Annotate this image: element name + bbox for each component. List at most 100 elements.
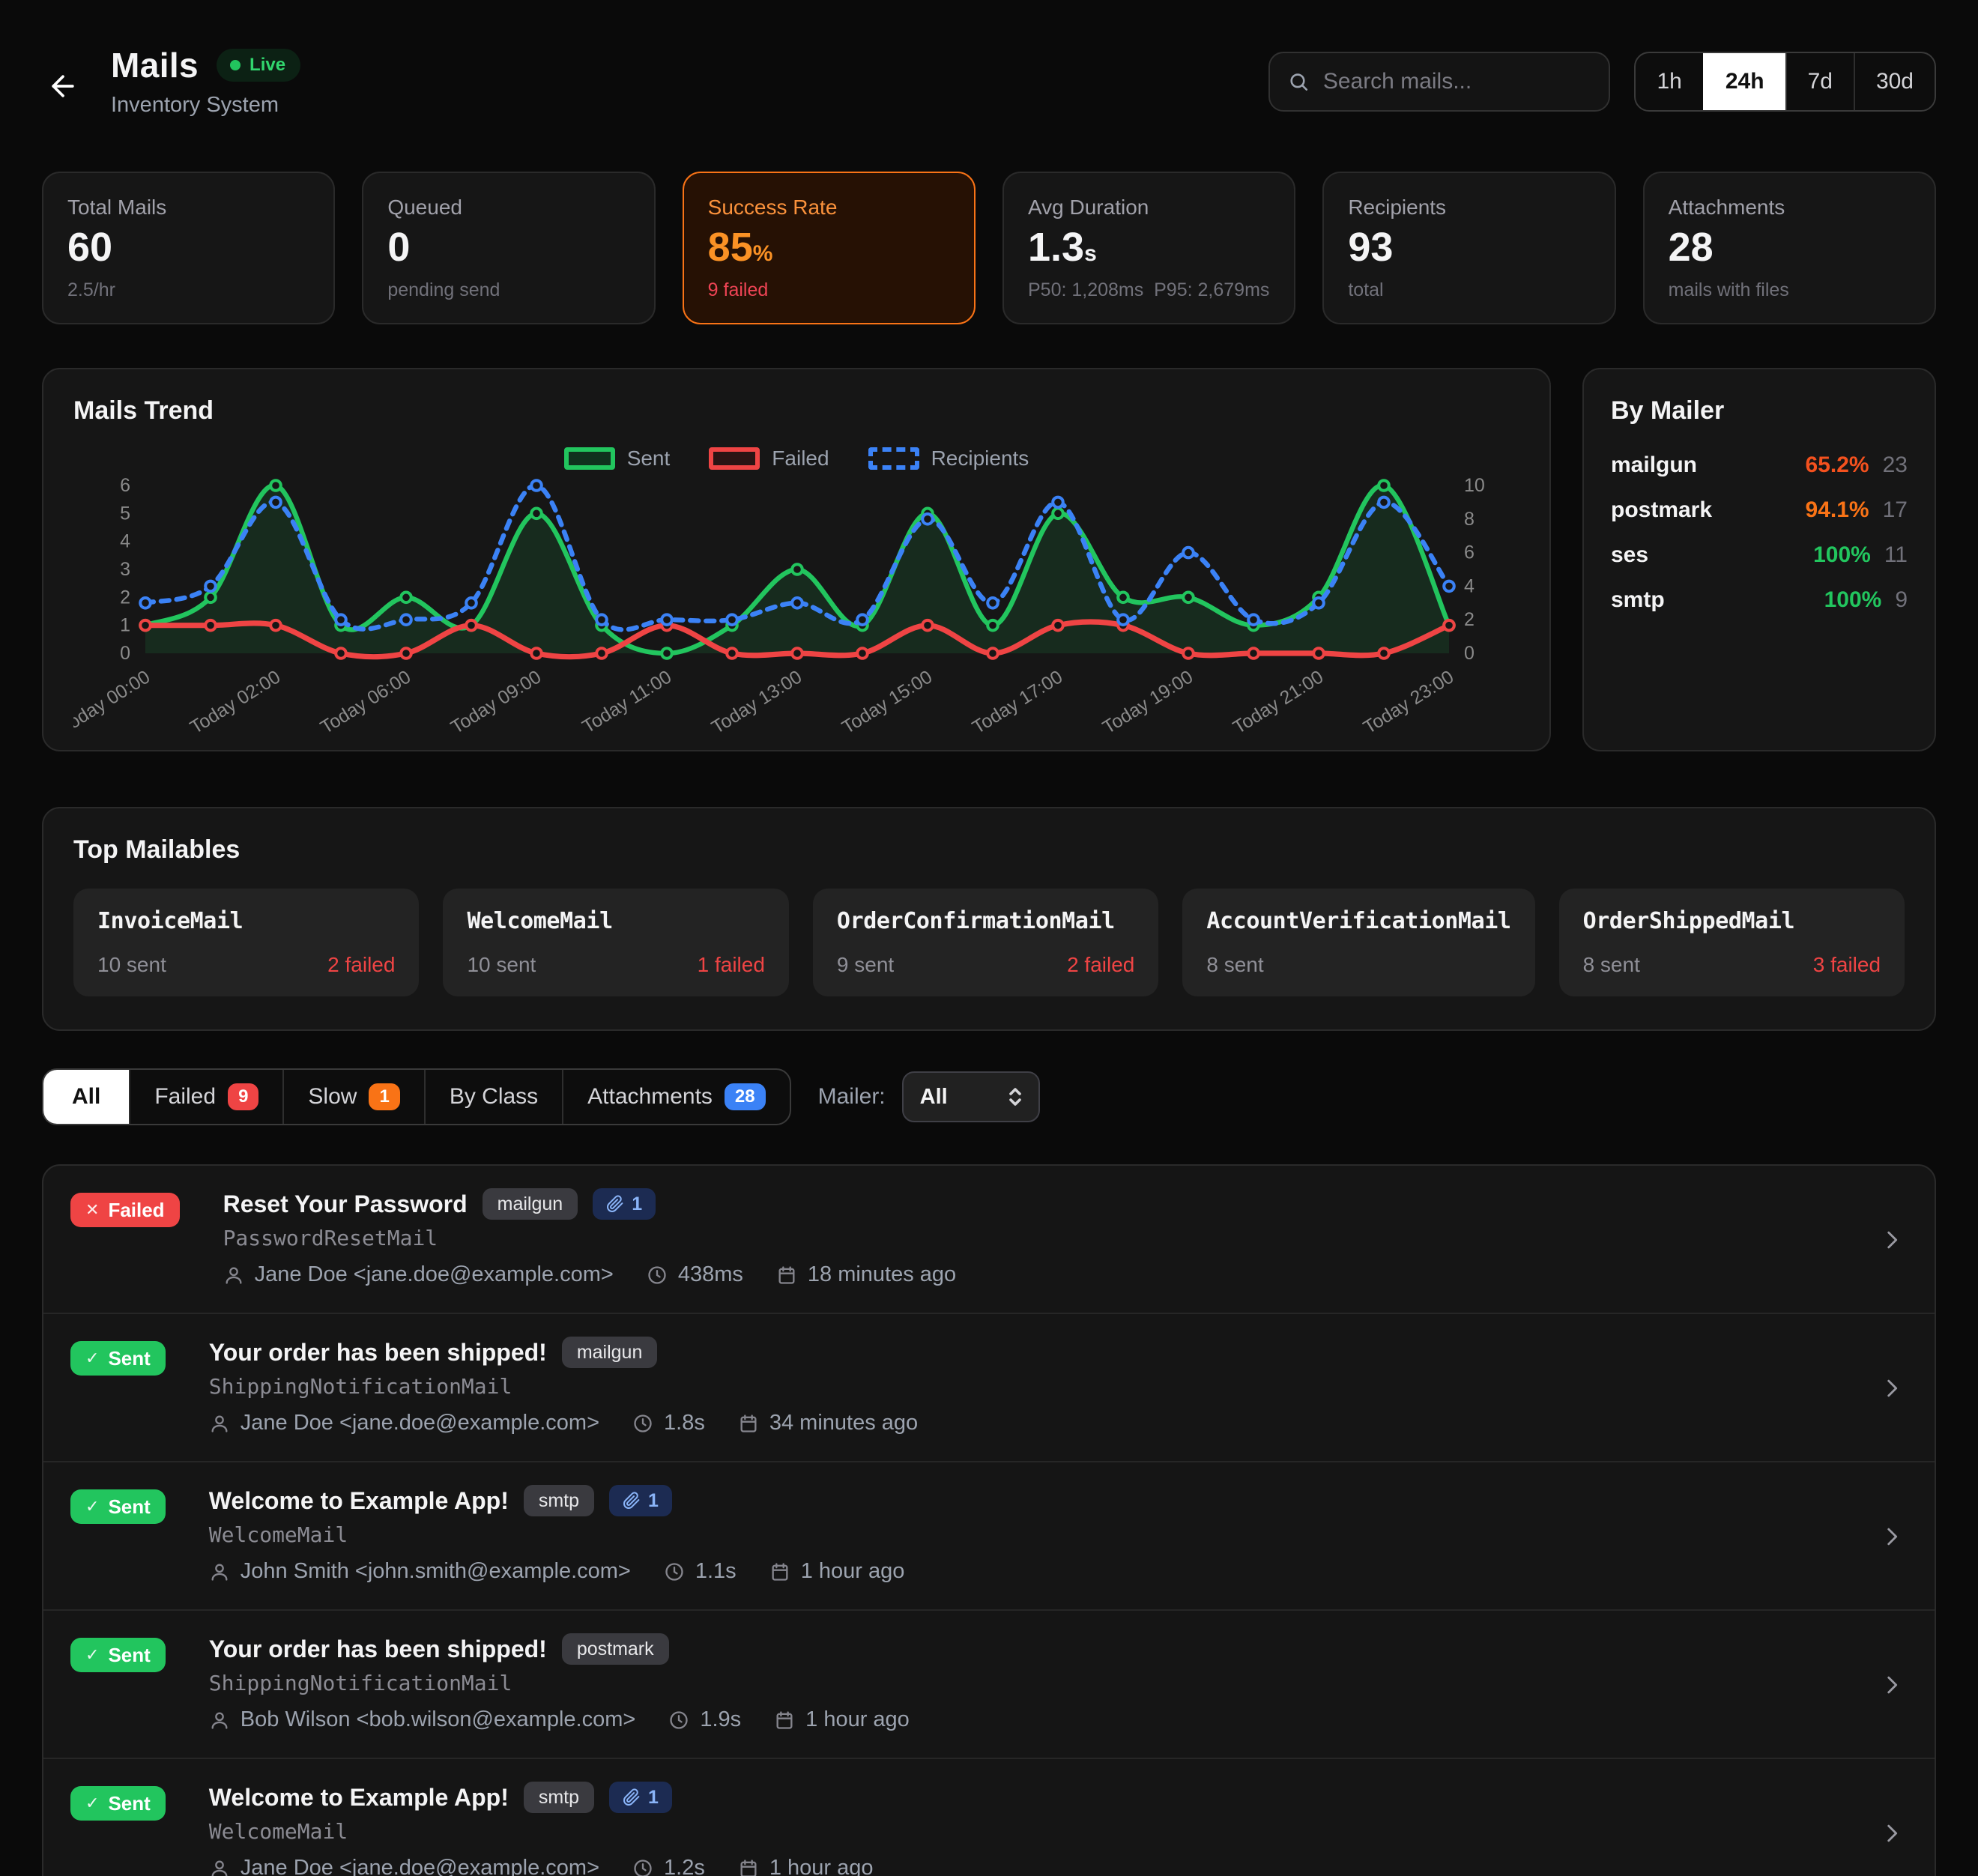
range-1h-button[interactable]: 1h [1657, 68, 1682, 94]
list-item[interactable]: ✓ Sent Your order has been shipped! mailg… [43, 1314, 1935, 1462]
list-item[interactable]: ✓ Sent Welcome to Example App! smtp 1 Wel… [43, 1462, 1935, 1611]
status-icon: ✓ [85, 1497, 100, 1516]
svg-text:5: 5 [120, 503, 130, 524]
svg-text:Today 13:00: Today 13:00 [708, 666, 805, 734]
svg-text:2: 2 [120, 587, 130, 608]
stat-value: 85% [707, 225, 773, 270]
stat-success-rate: Success Rate 85% 9 failed [682, 172, 976, 324]
chevron-right-icon [1879, 1672, 1905, 1698]
svg-text:10: 10 [1464, 476, 1485, 496]
page-title: Mails [111, 46, 199, 85]
mailable-invoice[interactable]: InvoiceMail 10 sent 2 failed [73, 889, 420, 996]
calendar-icon [740, 1859, 757, 1876]
mailer-row-postmark: postmark 94.1% 17 [1611, 497, 1908, 522]
search-input[interactable] [1322, 68, 1591, 94]
svg-text:4: 4 [1464, 575, 1475, 596]
duration: 1.9s [668, 1707, 741, 1732]
select-arrows-icon [1008, 1088, 1021, 1106]
sent-time: 1 hour ago [769, 1559, 904, 1584]
status-badge: ✕ Failed [70, 1193, 180, 1227]
stat-label: Success Rate [707, 196, 838, 219]
search-box[interactable] [1268, 51, 1611, 112]
svg-text:2: 2 [1464, 609, 1475, 630]
stat-sub: mails with files [1668, 279, 1789, 300]
legend-sent-swatch [563, 447, 615, 470]
user-icon [211, 1712, 228, 1729]
stat-avg-duration: Avg Duration 1.3s P50: 1,208ms P95: 2,67… [1002, 172, 1296, 324]
svg-text:3: 3 [120, 559, 130, 580]
list-item[interactable]: ✓ Sent Your order has been shipped! postm… [43, 1611, 1935, 1759]
chevron-right-icon [1879, 1227, 1905, 1253]
list-item[interactable]: ✕ Failed Reset Your Password mailgun 1 Pa… [43, 1166, 1935, 1314]
attachment-chip: 1 [609, 1485, 672, 1516]
clock-icon [648, 1265, 666, 1284]
paperclip-icon [623, 1492, 640, 1509]
tab-by-class[interactable]: By Class [423, 1070, 562, 1124]
recipient: Jane Doe <jane.doe@example.com> [223, 1262, 614, 1287]
svg-text:Today 11:00: Today 11:00 [578, 666, 675, 734]
mail-subject: Your order has been shipped! [208, 1635, 547, 1662]
mail-subject: Your order has been shipped! [208, 1338, 547, 1366]
svg-text:Today 00:00: Today 00:00 [73, 666, 154, 734]
app-subtitle: Inventory System [111, 93, 279, 117]
live-label: Live [249, 55, 286, 75]
duration: 438ms [647, 1262, 743, 1287]
back-button[interactable] [42, 65, 84, 107]
stat-sub: pending send [387, 279, 500, 300]
mailable-welcome[interactable]: WelcomeMail 10 sent 1 failed [443, 889, 789, 996]
mail-list: ✕ Failed Reset Your Password mailgun 1 Pa… [42, 1164, 1936, 1876]
range-24h-button[interactable]: 24h [1702, 52, 1785, 110]
tab-attachments[interactable]: Attachments 28 [562, 1070, 789, 1124]
svg-text:Today 21:00: Today 21:00 [1230, 666, 1327, 734]
mailable-order-shipped[interactable]: OrderShippedMail 8 sent 3 failed [1558, 889, 1905, 996]
mailable-order-confirmation[interactable]: OrderConfirmationMail 9 sent 2 failed [812, 889, 1159, 996]
header: Mails Live Inventory System 1h 24h 7d 30… [42, 45, 1936, 118]
recipient: John Smith <john.smith@example.com> [209, 1559, 631, 1584]
list-item[interactable]: ✓ Sent Welcome to Example App! smtp 1 Wel… [43, 1759, 1935, 1876]
clock-icon [634, 1414, 652, 1432]
mail-subject: Welcome to Example App! [208, 1486, 509, 1514]
stat-value: 93 [1348, 225, 1394, 270]
mailable-class: PasswordResetMail [223, 1226, 438, 1250]
by-mailer-card: By Mailer mailgun 65.2% 23 postmark 94.1%… [1582, 368, 1936, 751]
svg-text:4: 4 [120, 531, 130, 552]
legend-recipients: Recipients [868, 447, 1029, 470]
chevron-right-icon [1879, 1524, 1905, 1549]
svg-text:Today 23:00: Today 23:00 [1360, 666, 1457, 734]
svg-text:6: 6 [1464, 542, 1475, 563]
mailer-filter-label: Mailer: [817, 1084, 886, 1109]
stat-value: 28 [1668, 225, 1714, 270]
mailable-class: WelcomeMail [208, 1522, 348, 1547]
svg-text:8: 8 [1464, 509, 1475, 530]
stat-value: 1.3s [1027, 225, 1097, 270]
mailer-chip: smtp [523, 1782, 595, 1813]
clock-icon [670, 1710, 688, 1729]
duration: 1.2s [632, 1856, 705, 1876]
svg-text:Today 02:00: Today 02:00 [187, 666, 284, 734]
mailer-select[interactable]: All [901, 1071, 1040, 1122]
stat-label: Total Mails [67, 196, 167, 219]
mailer-row-ses: ses 100% 11 [1611, 542, 1908, 567]
stat-value: 60 [67, 225, 113, 270]
legend-recipients-swatch [868, 447, 919, 470]
mailable-account-verification[interactable]: AccountVerificationMail 8 sent [1182, 889, 1535, 996]
svg-text:0: 0 [120, 643, 130, 664]
svg-text:Today 17:00: Today 17:00 [969, 666, 1066, 734]
status-icon: ✓ [85, 1645, 100, 1664]
clock-icon [665, 1562, 683, 1581]
attachment-chip: 1 [609, 1782, 672, 1813]
header-right: 1h 24h 7d 30d [1268, 51, 1936, 112]
clock-icon [634, 1859, 652, 1876]
top-mailables-card: Top Mailables InvoiceMail 10 sent 2 faile… [42, 807, 1936, 1031]
tab-slow[interactable]: Slow 1 [282, 1070, 423, 1124]
recipient: Bob Wilson <bob.wilson@example.com> [209, 1707, 635, 1732]
range-30d-button[interactable]: 30d [1853, 52, 1935, 110]
attachment-chip: 1 [593, 1188, 656, 1220]
tab-all[interactable]: All [43, 1070, 130, 1124]
sent-time: 34 minutes ago [738, 1411, 918, 1435]
legend-sent: Sent [563, 447, 670, 470]
search-icon [1290, 73, 1308, 91]
tab-failed[interactable]: Failed 9 [129, 1070, 282, 1124]
range-7d-button[interactable]: 7d [1785, 52, 1854, 110]
sent-time: 1 hour ago [774, 1707, 910, 1732]
